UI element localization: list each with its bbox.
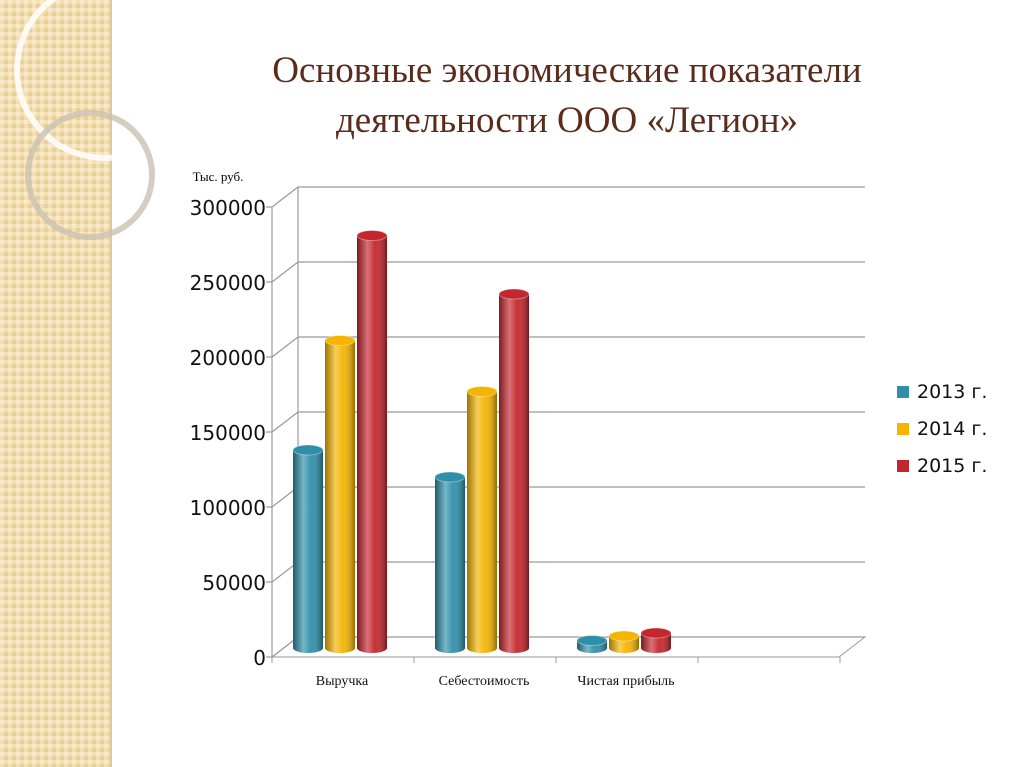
bar-shade bbox=[435, 477, 465, 648]
y-tick-label: 200000 bbox=[190, 346, 266, 370]
grid-line bbox=[271, 411, 865, 433]
y-axis-label: Тыс. руб. bbox=[193, 169, 244, 184]
bar-cap bbox=[608, 630, 640, 642]
bar-shade bbox=[499, 294, 529, 648]
legend-label: 2013 г. bbox=[917, 381, 987, 403]
bar-cap bbox=[466, 386, 498, 397]
bar-shade bbox=[467, 391, 497, 648]
grid-line bbox=[271, 186, 865, 208]
plot: 0 50000 100000 150000 200000 250000 300000 Выру… bbox=[190, 186, 987, 689]
chart-title: деятельности ООО «Легион» bbox=[336, 100, 798, 141]
x-tick-label: Себестоимость bbox=[439, 674, 530, 689]
side-pattern bbox=[0, 0, 110, 767]
y-tick-label: 300000 bbox=[190, 196, 266, 220]
bar-base-shade bbox=[577, 643, 607, 653]
bar-shade bbox=[293, 450, 323, 648]
legend-swatch bbox=[897, 460, 909, 472]
legend-swatch bbox=[897, 386, 909, 398]
bar-base-shade bbox=[467, 643, 497, 653]
legend-swatch bbox=[897, 423, 909, 435]
x-tick-label: Чистая прибыль bbox=[577, 674, 674, 689]
grid-line bbox=[271, 261, 865, 283]
chart-title: Основные экономические показатели bbox=[272, 50, 861, 91]
legend-label: 2014 г. bbox=[917, 418, 987, 440]
legend-label: 2015 г. bbox=[917, 455, 987, 477]
deco-circle bbox=[14, 0, 196, 161]
bar-cap bbox=[356, 230, 388, 241]
y-tick-label: 100000 bbox=[190, 496, 266, 520]
bar-shade bbox=[325, 340, 355, 648]
deco-circle bbox=[25, 110, 155, 240]
bar-base-shade bbox=[293, 643, 323, 653]
floor bbox=[270, 636, 867, 658]
bar-cap bbox=[324, 335, 356, 346]
bar-base-shade bbox=[641, 643, 671, 653]
bar-base-shade bbox=[609, 643, 639, 653]
bar-base-shade bbox=[357, 643, 387, 653]
bar-base-shade bbox=[325, 643, 355, 653]
bar-cap bbox=[292, 444, 324, 456]
bar-cap bbox=[434, 471, 466, 483]
y-tick-label: 0 bbox=[253, 646, 266, 670]
bar-cap bbox=[640, 627, 672, 639]
grid-line bbox=[271, 336, 865, 358]
y-tick-label: 150000 bbox=[190, 421, 266, 445]
y-tick-label: 250000 bbox=[190, 271, 266, 295]
bar-cap bbox=[576, 635, 608, 646]
bar-base-shade bbox=[499, 643, 529, 653]
x-tick-label: Выручка bbox=[316, 674, 369, 689]
bar-shade bbox=[357, 235, 387, 648]
y-tick-label: 50000 bbox=[202, 571, 266, 595]
bar-base-shade bbox=[435, 643, 465, 653]
bar-cap bbox=[498, 288, 530, 300]
